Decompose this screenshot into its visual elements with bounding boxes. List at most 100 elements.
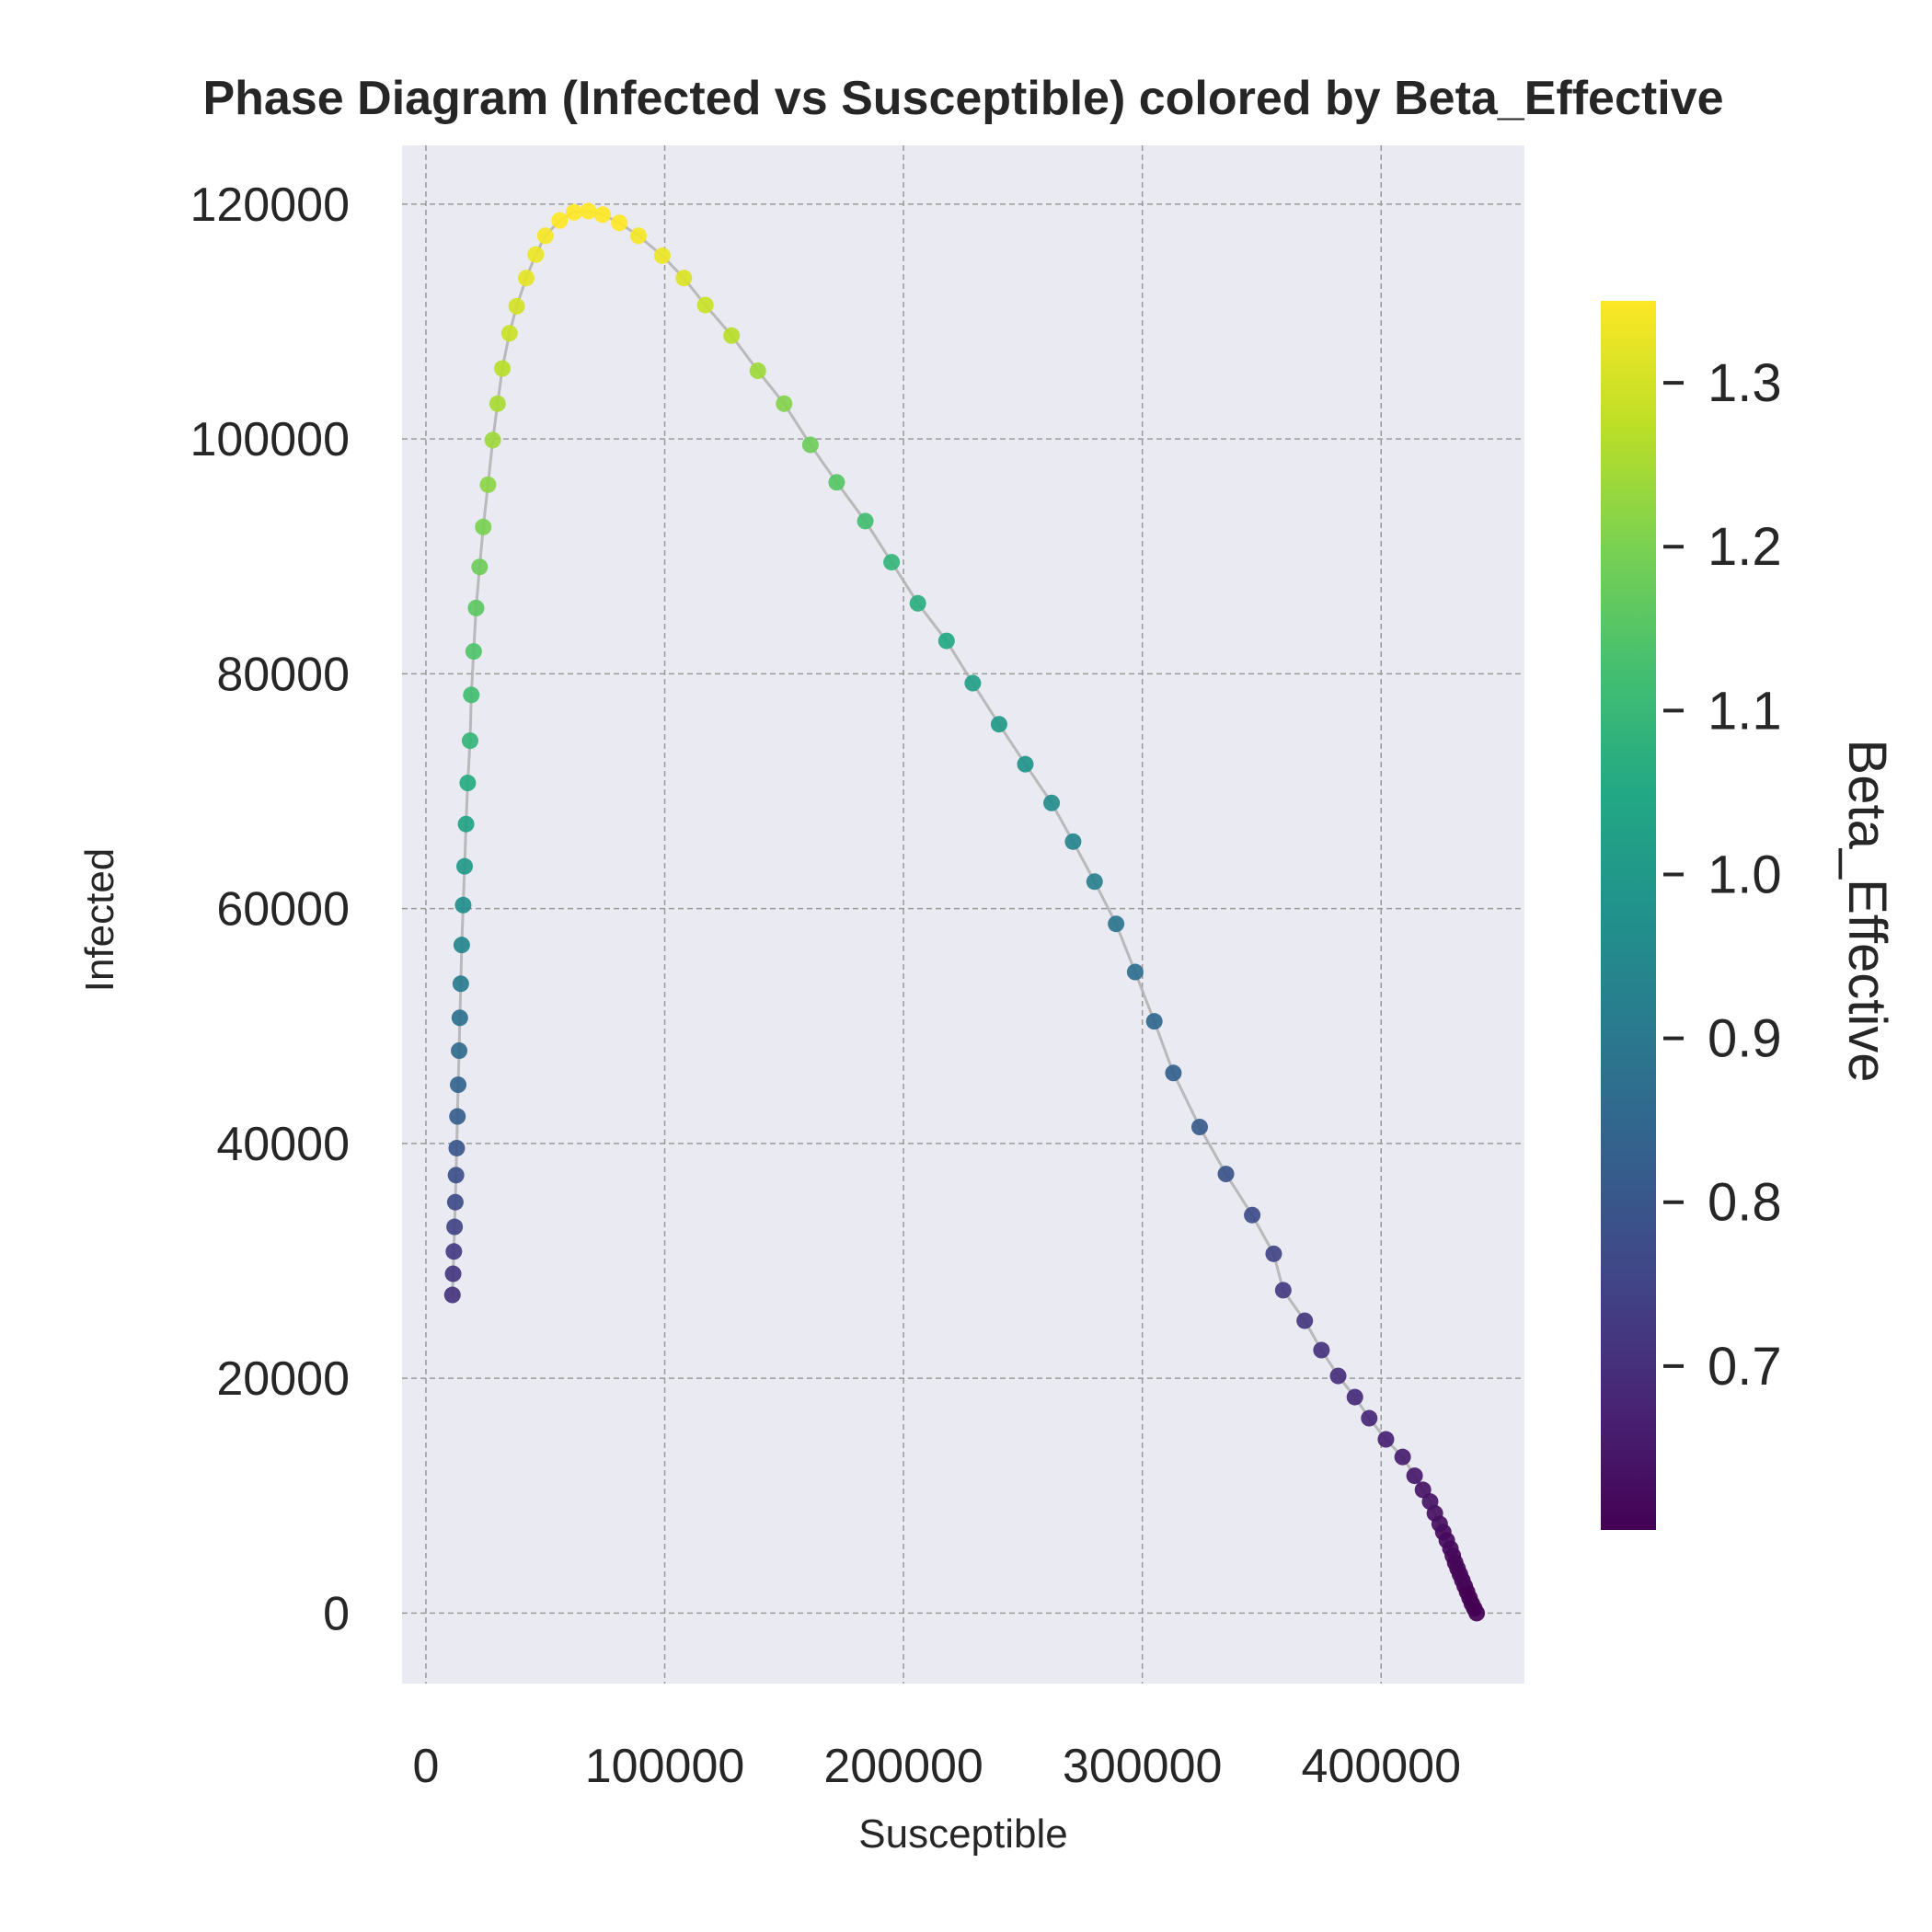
scatter-point [479,476,497,493]
scatter-point [471,558,489,576]
scatter-point [452,975,469,993]
scatter-point [1064,833,1082,850]
y-tick-label: 100000 [190,413,350,466]
y-tick-label: 0 [323,1587,350,1640]
scatter-point [1313,1341,1330,1359]
scatter-point [1145,1013,1163,1030]
x-axis-label: Susceptible [858,1811,1067,1857]
scatter-point [776,395,793,412]
scatter-point [1086,873,1103,891]
scatter-point [1217,1166,1235,1183]
x-tick-label: 200000 [823,1740,983,1793]
scatter-point [937,632,955,650]
scatter-point [1165,1064,1182,1082]
scatter-point [451,1009,468,1027]
colorbar-tick-label: 0.7 [1708,1337,1782,1397]
scatter-point [461,732,478,750]
y-tick-label: 120000 [190,178,350,232]
scatter-point [1244,1206,1261,1224]
y-axis-label: Infected [77,848,122,993]
scatter-point [551,212,569,229]
scatter-point [580,202,597,220]
scatter-point [457,815,475,833]
scatter-point [446,1218,464,1236]
scatter-point [517,270,535,287]
plot-area [402,145,1524,1684]
grid-lines [402,145,1524,1684]
axis-ticks: 0 100000 200000 300000 400000 0 20000 40000 6000… [190,178,1461,1793]
colorbar-label: Beta_Effective [1837,740,1897,1083]
scatter-point [456,857,474,875]
y-tick-label: 20000 [216,1352,350,1406]
scatter-point [723,327,741,344]
colorbar-tick-label: 1.1 [1708,681,1782,741]
scatter-point [801,436,819,454]
scatter-point [465,643,482,661]
scatter-point [629,227,647,245]
scatter-point [489,395,506,412]
scatter-point [494,360,512,377]
scatter-point [1126,963,1144,981]
scatter-point [1394,1448,1411,1466]
scatter-point [1414,1481,1432,1499]
scatter-point [1377,1431,1395,1448]
scatter-point [1043,794,1061,811]
scatter-point [857,512,874,530]
scatter-point [1108,915,1125,933]
scatter-point [443,1286,461,1304]
scatter-point [611,214,628,232]
x-tick-label: 400000 [1301,1740,1461,1793]
scatter-point [653,247,671,264]
colorbar-tick-label: 0.9 [1708,1009,1782,1069]
colorbar-tick-label: 0.8 [1708,1173,1782,1233]
scatter-point [1265,1245,1282,1262]
scatter-point [449,1108,466,1125]
colorbar [1601,301,1656,1530]
scatter-point [536,227,554,245]
scatter-point [1274,1282,1292,1299]
scatter-point [446,1193,464,1211]
colorbar-tick-label: 1.2 [1708,517,1782,577]
scatter-point [1017,755,1034,773]
scatter-point [828,474,845,491]
scatter-point [475,518,492,535]
x-tick-label: 100000 [585,1740,745,1793]
scatter-point [448,1139,466,1156]
scatter-point [453,937,470,954]
y-tick-label: 60000 [216,883,350,937]
scatter-point [1296,1312,1314,1329]
scatter-point [447,1167,465,1184]
scatter-point [883,554,901,571]
scatter-point [527,246,545,263]
x-tick-label: 300000 [1063,1740,1223,1793]
scatter-point [450,1076,466,1094]
scatter-point [454,896,472,914]
colorbar-tick-label: 1.0 [1708,845,1782,904]
scatter-point [444,1265,462,1282]
scatter-point [467,599,485,616]
scatter-points [443,202,1486,1622]
scatter-point [1406,1467,1423,1485]
scatter-point [445,1243,463,1260]
y-tick-label: 80000 [216,648,350,701]
scatter-point [964,674,982,692]
scatter-point [594,206,612,224]
scatter-point [1361,1409,1378,1427]
colorbar-tick-label: 1.3 [1708,353,1782,413]
colorbar-ticks: 0.7 0.8 0.9 1.0 1.1 1.2 1.3 [1663,353,1782,1397]
scatter-point [675,270,693,287]
scatter-point [463,686,480,704]
scatter-point [1190,1119,1208,1136]
scatter-point [909,594,926,612]
scatter-point [696,296,714,314]
scatter-point [1329,1367,1347,1385]
scatter-point [1346,1388,1363,1406]
x-tick-label: 0 [412,1740,439,1793]
scatter-point [565,203,582,221]
scatter-point [459,775,477,792]
chart-title: Phase Diagram (Infected vs Susceptible) … [202,72,1723,125]
scatter-point [990,716,1007,733]
scatter-point [500,325,518,342]
y-tick-label: 40000 [216,1118,350,1171]
